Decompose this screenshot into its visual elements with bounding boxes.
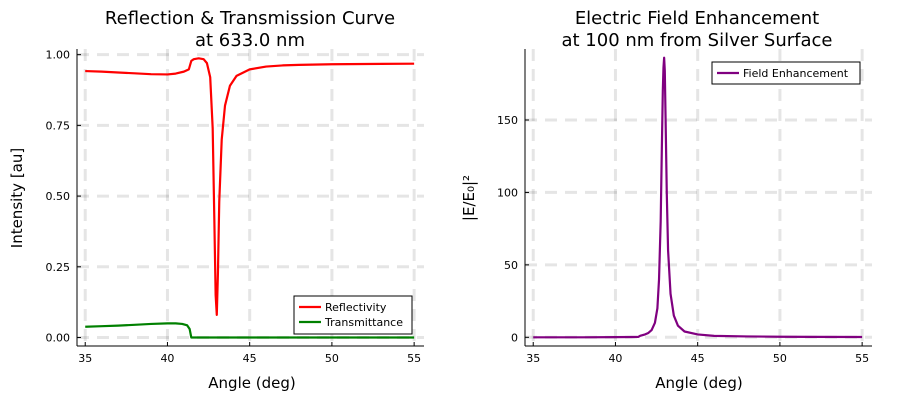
left-y-tick-label: 0.75 xyxy=(46,119,71,132)
right-legend-box xyxy=(711,61,861,85)
right-axes xyxy=(524,49,872,347)
left-y-tick-label: 0.50 xyxy=(46,190,71,203)
right-chart-title: Electric Field Enhancement xyxy=(575,8,819,29)
right-y-tick-label: 50 xyxy=(504,259,518,272)
right-legend: Field Enhancement xyxy=(711,61,861,85)
left-legend-label: Reflectivity xyxy=(325,301,387,314)
right-x-tick-label: 35 xyxy=(526,352,540,365)
left-y-tick-label: 0.25 xyxy=(46,261,71,274)
field-enhancement-panel: Electric Field Enhancement at 100 nm fro… xyxy=(460,8,872,392)
right-tick-labels: 35 40 45 50 55 0 50 100 150 xyxy=(497,114,869,365)
right-legend-label: Field Enhancement xyxy=(743,67,849,80)
right-x-tick-label: 45 xyxy=(691,352,705,365)
right-y-tick-label: 0 xyxy=(511,331,518,344)
right-chart-subtitle: at 100 nm from Silver Surface xyxy=(561,30,832,51)
right-series-layer xyxy=(533,56,863,339)
left-series-layer xyxy=(85,57,415,339)
right-y-tick-label: 150 xyxy=(497,114,518,127)
right-y-axis-label: |E/E₀|² xyxy=(460,175,478,221)
left-x-tick-label: 55 xyxy=(407,352,421,365)
right-x-tick-label: 40 xyxy=(608,352,622,365)
right-y-tick-label: 100 xyxy=(497,186,518,199)
left-x-tick-label: 35 xyxy=(78,352,92,365)
left-x-tick-label: 40 xyxy=(160,352,174,365)
left-series-line-transmittance xyxy=(85,322,415,339)
left-series-line-reflectivity xyxy=(85,57,415,316)
left-chart-subtitle: at 633.0 nm xyxy=(195,30,305,51)
left-x-axis-label: Angle (deg) xyxy=(208,374,295,392)
left-chart-title: Reflection & Transmission Curve xyxy=(105,8,395,29)
right-x-axis-label: Angle (deg) xyxy=(655,374,742,392)
right-grid xyxy=(525,49,872,346)
left-legend-box xyxy=(293,295,413,335)
left-y-tick-label: 1.00 xyxy=(46,49,71,62)
left-axes xyxy=(76,49,424,347)
left-legend: Reflectivity Transmittance xyxy=(293,295,413,335)
left-y-axis-label: Intensity [au] xyxy=(8,148,26,248)
right-series-line-field-enhancement xyxy=(533,56,863,339)
left-x-tick-label: 45 xyxy=(243,352,257,365)
left-x-tick-label: 50 xyxy=(325,352,339,365)
left-tick-labels: 35 40 45 50 55 0.00 0.25 0.50 0.75 1.00 xyxy=(46,49,422,365)
right-x-tick-label: 55 xyxy=(855,352,869,365)
reflection-transmission-panel: Reflection & Transmission Curve at 633.0… xyxy=(8,8,424,392)
left-legend-label: Transmittance xyxy=(324,316,403,329)
left-y-tick-label: 0.00 xyxy=(46,332,71,345)
right-x-tick-label: 50 xyxy=(773,352,787,365)
